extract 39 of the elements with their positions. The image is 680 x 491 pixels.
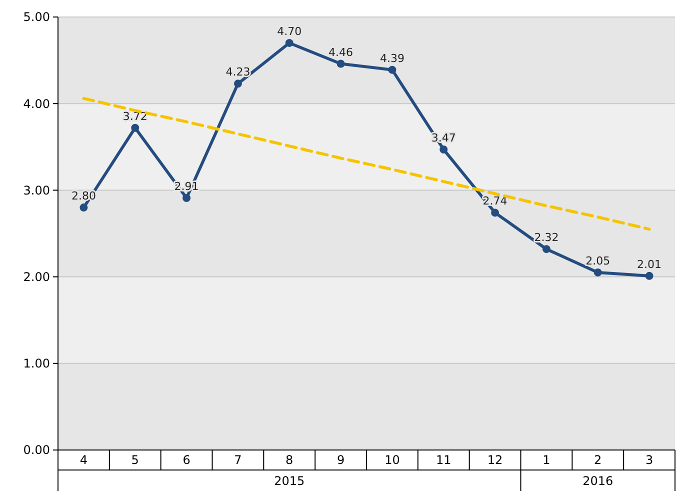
point — [491, 208, 500, 217]
x-tick-label: 11 — [436, 453, 452, 467]
data-label: 4.39 — [380, 52, 404, 65]
point — [285, 38, 294, 47]
point — [234, 80, 242, 88]
point — [594, 268, 602, 276]
data-label: 2.32 — [534, 231, 559, 244]
y-tick-label: 2.00 — [23, 270, 50, 284]
x-tick-label: 6 — [182, 453, 190, 467]
data-label: 2.05 — [586, 254, 610, 268]
x-tick-label: 3 — [645, 453, 654, 467]
point — [645, 272, 654, 280]
x-tick-label: 4 — [80, 453, 88, 467]
point — [440, 146, 448, 154]
y-tick-label: 5.00 — [23, 10, 50, 24]
y-tick-label: 3.00 — [23, 183, 50, 198]
x-tick-label: 10 — [384, 453, 400, 467]
point — [182, 194, 191, 202]
point — [388, 66, 396, 74]
x-tick-label: 1 — [542, 453, 550, 467]
x-tick-label: 9 — [336, 453, 345, 467]
data-label: 2.01 — [637, 258, 662, 271]
point — [336, 60, 345, 68]
data-label: 4.70 — [277, 24, 302, 38]
point — [131, 124, 140, 132]
x-tick-label: 12 — [487, 453, 503, 467]
x-tick-label: 2 — [594, 453, 602, 467]
point — [80, 204, 88, 212]
text: 2016 — [582, 474, 614, 488]
y-tick-label: 0.00 — [23, 443, 50, 458]
point — [542, 245, 550, 254]
x-tick-label: 8 — [286, 453, 294, 467]
x-tick-label: 7 — [234, 453, 242, 467]
y-tick-label: 4.00 — [23, 96, 50, 111]
text: 2015 — [274, 474, 305, 488]
data-label: 4.23 — [226, 66, 250, 79]
y-tick-label: 1.00 — [23, 356, 50, 371]
x-tick-label: 5 — [131, 453, 139, 467]
data-label: 4.46 — [328, 46, 354, 59]
